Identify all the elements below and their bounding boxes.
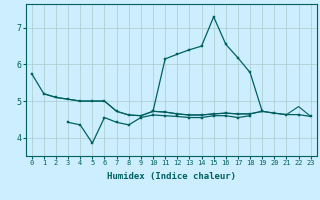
X-axis label: Humidex (Indice chaleur): Humidex (Indice chaleur)	[107, 172, 236, 181]
